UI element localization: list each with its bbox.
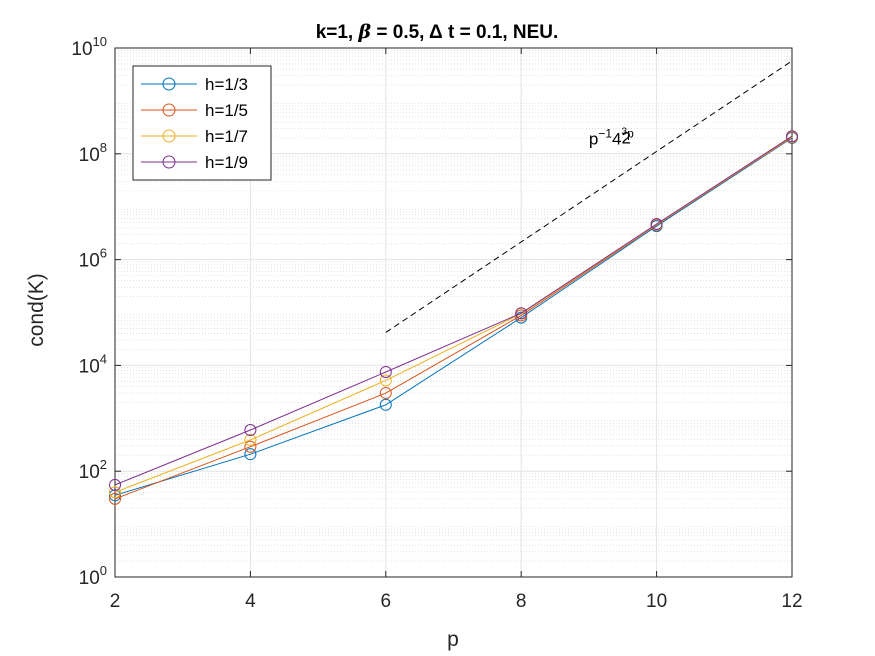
x-axis-title: p (447, 628, 459, 651)
legend-item: h=1/9 (141, 153, 248, 172)
series-h=1/9 (109, 130, 798, 491)
y-tick-labels: 100 102 104 106 108 1010 (71, 34, 107, 589)
series-line (114, 135, 793, 486)
data-point (379, 387, 392, 400)
x-tick-label: 10 (646, 591, 667, 612)
legend-label: h=1/9 (205, 153, 248, 172)
x-tick-label: 2 (110, 591, 121, 612)
y-tick-label: 100 (79, 563, 107, 589)
data-point (786, 130, 798, 143)
y-tick-label: 1010 (71, 34, 107, 60)
y-axis-title: cond(K) (25, 273, 48, 347)
legend-marker (162, 77, 176, 91)
legend-marker (162, 103, 176, 117)
data-point (109, 478, 121, 491)
series-line (114, 137, 793, 496)
data-point (109, 486, 121, 499)
legend-label: h=1/7 (205, 127, 248, 146)
legend-item: h=1/5 (141, 101, 248, 120)
data-point (379, 398, 392, 411)
data-point (244, 424, 257, 437)
data-point (109, 489, 121, 502)
legend-item: h=1/7 (141, 127, 248, 146)
series-layer (109, 130, 798, 505)
data-point (244, 433, 257, 446)
data-point (650, 218, 663, 231)
y-tick-label: 104 (79, 351, 107, 377)
legend-marker (162, 155, 176, 169)
chart-title: k=1, β = 0.5, Δ t = 0.1, NEU. (316, 21, 559, 43)
data-point (379, 374, 392, 387)
legend-marker (162, 129, 176, 143)
slope-annotation-denominator: 2 (622, 128, 631, 147)
data-point (109, 492, 121, 505)
x-tick-label: 6 (381, 591, 392, 612)
legend-label: h=1/5 (205, 101, 248, 120)
y-tick-label: 102 (79, 457, 107, 483)
data-point (244, 440, 257, 453)
x-tick-labels: 2 4 6 8 10 12 (110, 591, 803, 612)
legend-label: h=1/3 (205, 75, 248, 94)
x-tick-label: 12 (781, 591, 802, 612)
x-tick-label: 4 (245, 591, 256, 612)
y-tick-label: 106 (79, 246, 107, 272)
minor-grid (115, 50, 792, 562)
data-point (244, 448, 257, 461)
reference-slope-line (385, 60, 793, 333)
legend-item: h=1/3 (141, 75, 248, 94)
slope-annotation: p−143p (589, 126, 634, 148)
plot-area-border (114, 47, 793, 578)
axis-ticks (114, 47, 793, 578)
y-tick-label: 108 (79, 140, 107, 166)
data-point (379, 366, 392, 379)
legend: h=1/3 h=1/5 h=1/7 h=1/9 (132, 65, 272, 181)
legend-box (132, 65, 272, 181)
data-point (515, 307, 528, 320)
x-tick-label: 8 (516, 591, 527, 612)
